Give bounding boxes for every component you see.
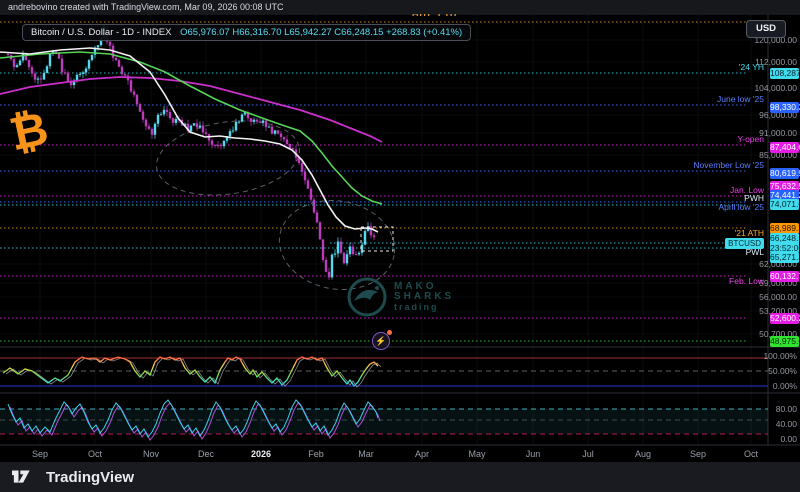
price-tick: 85,000.00: [759, 150, 797, 160]
lightning-sticker[interactable]: ⚡: [372, 330, 392, 350]
price-level-label: Y-open: [737, 134, 764, 144]
symbol-legend[interactable]: Bitcoin / U.S. Dollar - 1D - INDEX O65,9…: [22, 24, 472, 41]
time-axis-label: Nov: [142, 449, 160, 459]
price-tick: 56,000.00: [759, 292, 797, 302]
current-price-value: 66,248.15: [770, 233, 800, 243]
price-tick: 112,000.00: [755, 57, 797, 67]
price-level-label: Feb. Low: [729, 276, 764, 286]
time-axis-label: Jul: [582, 449, 594, 459]
price-level-label: November Low '25: [693, 160, 764, 170]
price-level-label: PWL: [745, 247, 764, 257]
price-level-badge: 108,287.62: [770, 67, 800, 79]
price-level-label: June low '25: [717, 94, 764, 104]
time-axis-label: May: [468, 449, 486, 459]
currency-toggle-button[interactable]: USD: [746, 20, 786, 38]
price-tick: 50,700.00: [759, 329, 797, 339]
time-axis-label: Jun: [525, 449, 541, 459]
current-price-badge: 66,248.15 23:52:00: [770, 233, 800, 253]
price-level-label: '24 YH: [738, 62, 764, 72]
watermark-line2: SHARKS: [394, 291, 455, 302]
price-tick: 80.00: [775, 404, 797, 414]
ohlc-values: O65,976.07 H66,316.70 L65,942.27 C66,248…: [180, 27, 463, 38]
price-level-badge: 74,441.20: [770, 189, 800, 201]
price-tick: 40.00: [775, 419, 797, 429]
price-tick: 50.00%: [768, 366, 797, 376]
price-level-badge: 52,600.25: [770, 312, 800, 324]
time-axis-label: Mar: [358, 449, 374, 459]
price-level-badge: 74,071.02: [770, 198, 800, 210]
price-level-badge: 75,632.54: [770, 180, 800, 192]
tradingview-logo-icon: [12, 470, 30, 483]
attribution-bar: andrebovino created with TradingView.com…: [0, 0, 800, 14]
price-tick: 120,000.00: [754, 35, 797, 45]
price-level-label: PWH: [744, 193, 764, 203]
symbol-title: Bitcoin / U.S. Dollar - 1D - INDEX: [31, 27, 172, 38]
time-axis-label: Sep: [31, 449, 49, 459]
price-tick: 91,000.00: [759, 128, 797, 138]
price-tick: 53,200.00: [759, 306, 797, 316]
price-level-badge: 60,132.75: [770, 270, 800, 282]
price-level-badge: 65,271.33: [770, 251, 800, 263]
symbol-price-chip: BTCUSD: [725, 238, 764, 249]
watermark-line3: trading: [394, 302, 439, 312]
price-level-label: April low '25: [718, 202, 764, 212]
shark-logo-icon: [347, 277, 387, 317]
price-level-badge: 80,619.96: [770, 167, 800, 179]
price-level-badge: 98,330.30: [770, 101, 800, 113]
price-level-badge: 87,404.69: [770, 141, 800, 153]
tradingview-wordmark: TradingView: [46, 468, 135, 486]
bar-countdown: 23:52:00: [770, 243, 800, 253]
lightning-icon: ⚡: [375, 336, 387, 346]
tradingview-branding-bar: TradingView: [0, 462, 800, 492]
price-tick: 100.00%: [763, 351, 797, 361]
price-tick: 104,000.00: [754, 83, 797, 93]
time-axis-label: Feb: [308, 449, 324, 459]
time-axis-label: Aug: [634, 449, 652, 459]
channel-watermark: MAKO SHARKS trading: [346, 276, 454, 318]
price-level-label: '21 ATH: [734, 228, 764, 238]
time-axis-label: Dec: [197, 449, 215, 459]
watermark-line1: MAKO: [394, 281, 437, 292]
price-level-badge: 68,989.21: [770, 222, 800, 234]
price-tick: 59,000.00: [759, 278, 797, 288]
sticker-notification-dot: [387, 330, 392, 335]
price-level-label: Jan. Low: [729, 185, 764, 195]
price-tick: 0.00: [780, 434, 797, 444]
time-axis-label: 2026: [250, 449, 272, 459]
price-tick: 96,000.00: [759, 110, 797, 120]
price-tick: 62,000.00: [759, 259, 797, 269]
time-axis-label: Sep: [689, 449, 707, 459]
price-level-badge: 48,975.07: [770, 335, 800, 347]
time-axis-label: Oct: [743, 449, 759, 459]
attribution-text: andrebovino created with TradingView.com…: [8, 2, 284, 12]
time-axis-label: Oct: [87, 449, 103, 459]
time-axis-label: Apr: [414, 449, 430, 459]
price-tick: 0.00%: [772, 381, 797, 391]
